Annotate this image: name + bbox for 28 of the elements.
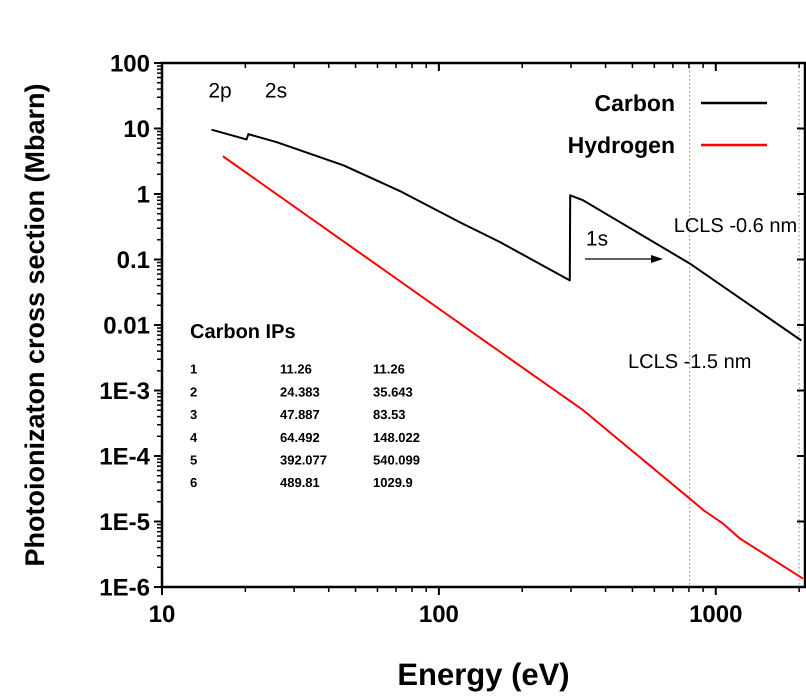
text: 4 64.492 148.022 xyxy=(190,430,420,445)
ref-line-label: LCLS -0.6 nm xyxy=(674,215,798,237)
text: 2 24.383 35.643 xyxy=(190,384,413,400)
legend-label: Carbon xyxy=(594,90,675,116)
text: 5 392.077 540.099 xyxy=(190,452,420,468)
y-tick-label: 1E-3 xyxy=(99,378,150,405)
x-axis-title: Energy (eV) xyxy=(397,657,570,692)
ref-line-label: LCLS -1.5 nm xyxy=(628,351,752,373)
annotation: Carbon IPs xyxy=(190,321,296,343)
annotation: 1s xyxy=(586,227,608,250)
y-tick-label: 0.01 xyxy=(103,312,150,340)
y-tick-label: 100 xyxy=(110,50,150,78)
x-tick-label: 100 xyxy=(418,601,459,628)
y-tick-label: 0.1 xyxy=(116,246,150,274)
legend-label: Hydrogen xyxy=(568,132,675,158)
annotation: 2s xyxy=(264,79,288,102)
text: 3 47.887 83.53 xyxy=(190,407,406,422)
text: 6 489.81 1029.9 xyxy=(190,475,413,490)
x-tick-label: 10 xyxy=(148,601,176,628)
y-tick-label: 10 xyxy=(123,116,150,143)
y-tick-label: 1E-4 xyxy=(99,443,151,470)
y-axis-title: Photoionizaton cross section (Mbarn) xyxy=(20,83,50,567)
y-tick-label: 1E-6 xyxy=(99,574,150,602)
y-tick-label: 1 xyxy=(136,181,150,208)
annotation: 2p xyxy=(208,79,232,102)
text: 1 11.26 11.26 xyxy=(190,362,405,377)
x-tick-label: 1000 xyxy=(689,601,742,628)
y-tick-label: 1E-5 xyxy=(99,508,150,536)
